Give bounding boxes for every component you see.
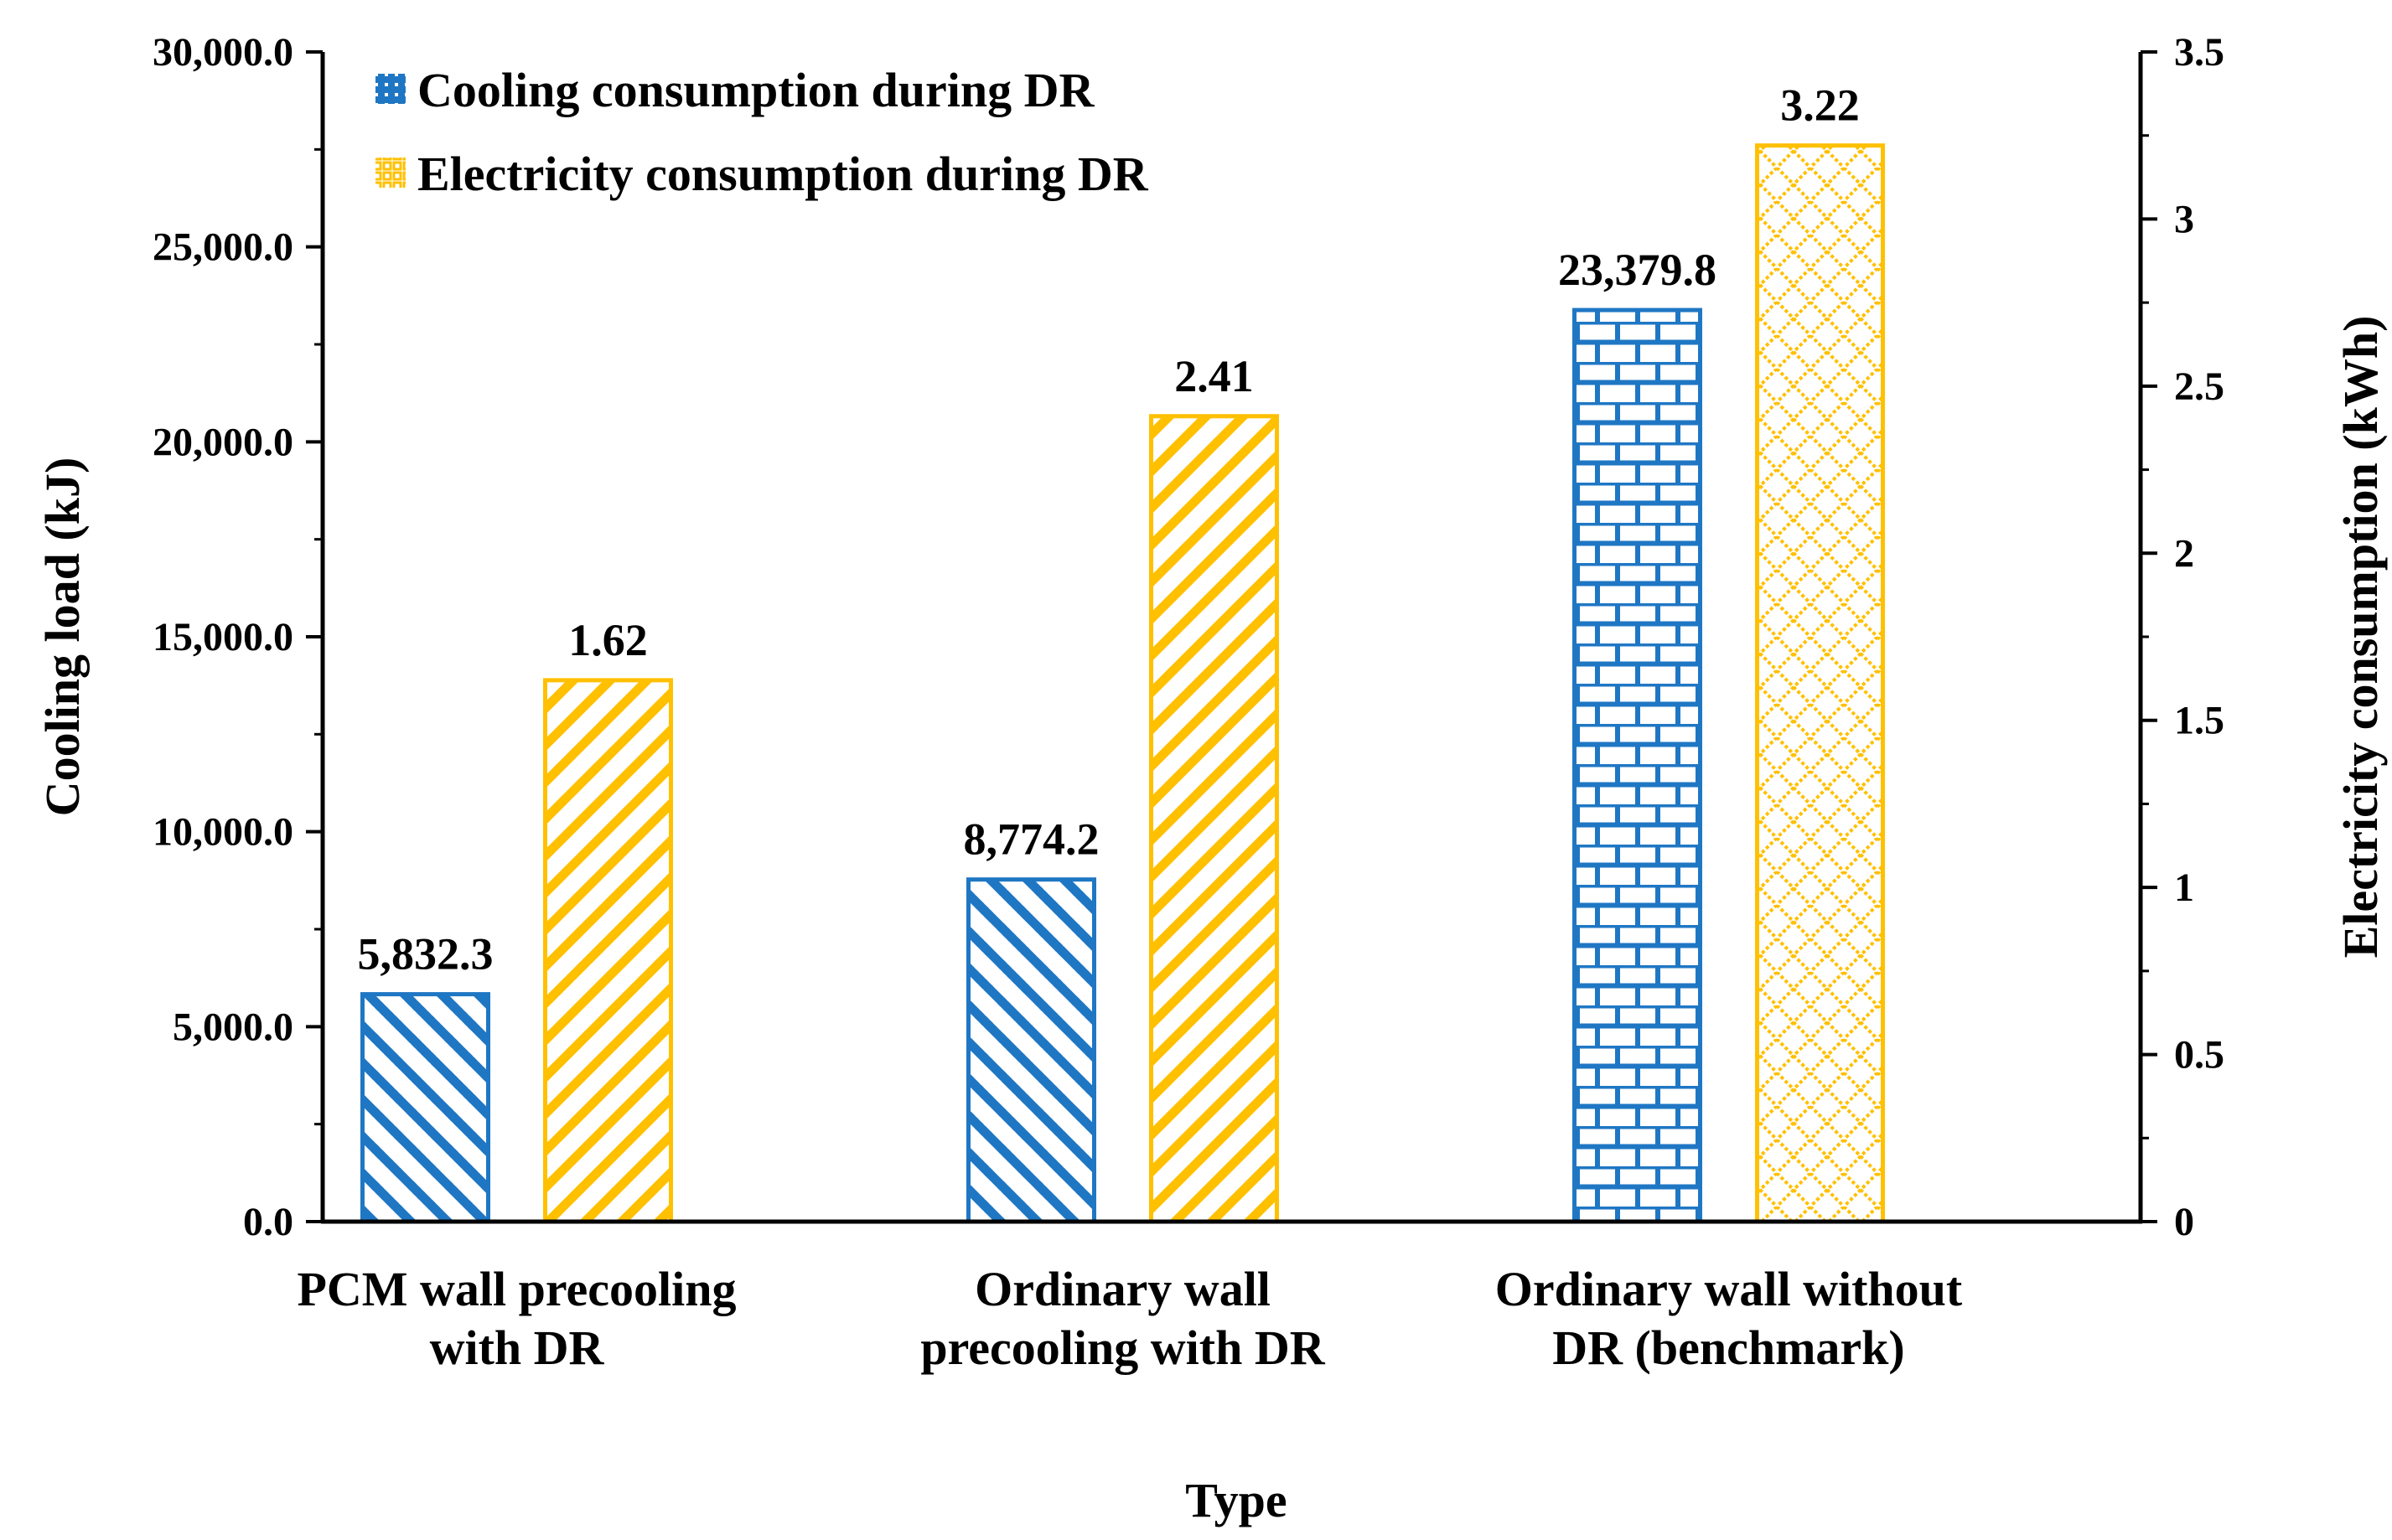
x-axis-title: Type <box>1185 1473 1287 1527</box>
right-tick-label: 1.5 <box>2174 699 2224 743</box>
bar-series-1-cat-2 <box>1755 143 1885 1224</box>
data-label-series-0-cat-2: 23,379.8 <box>1558 245 1716 295</box>
left-ticks: 0.0 5,000.0 10,000.0 15,000.0 20,000.0 25,000… <box>153 30 323 1244</box>
data-label-series-0-cat-1: 8,774.2 <box>964 814 1100 865</box>
right-tick-label: 3 <box>2174 197 2194 241</box>
bar-series-0-cat-1 <box>966 877 1096 1224</box>
data-labels: 5,832.3 8,774.2 23,379.8 1.62 2.41 3.22 <box>358 80 1860 979</box>
bar-series-0-cat-2 <box>1572 307 1702 1224</box>
right-tick-label: 2 <box>2174 531 2194 576</box>
left-tick-label: 10,000.0 <box>153 810 293 855</box>
left-tick-label: 0.0 <box>243 1200 293 1244</box>
data-label-series-0-cat-0: 5,832.3 <box>358 929 494 979</box>
category-label-2-line-0: Ordinary wall without <box>1495 1262 1963 1316</box>
category-label-0-line-0: PCM wall precooling <box>297 1262 736 1316</box>
right-tick-label: 1 <box>2174 866 2194 910</box>
data-label-series-1-cat-2: 3.22 <box>1780 80 1860 131</box>
right-tick-label: 0.5 <box>2174 1033 2224 1077</box>
legend-swatch-cooling <box>375 74 406 104</box>
bars <box>360 143 1885 1224</box>
bar-series-1-cat-1 <box>1149 414 1279 1224</box>
right-tick-label: 2.5 <box>2174 364 2224 409</box>
left-tick-label: 25,000.0 <box>153 225 293 270</box>
legend: Cooling consumption during DR Electricit… <box>375 63 1149 201</box>
category-label-1-line-0: Ordinary wall <box>975 1262 1271 1316</box>
left-tick-label: 15,000.0 <box>153 615 293 659</box>
bar-series-0-cat-0 <box>360 992 490 1224</box>
left-tick-label: 5,000.0 <box>173 1005 293 1049</box>
left-tick-label: 30,000.0 <box>153 30 293 75</box>
left-tick-label: 20,000.0 <box>153 420 293 464</box>
legend-swatch-electricity <box>375 158 406 188</box>
category-label-0-line-1: with DR <box>430 1320 605 1375</box>
data-label-series-1-cat-0: 1.62 <box>568 615 648 665</box>
y-axis-title: Cooling load (kJ) <box>35 457 90 817</box>
right-tick-label: 3.5 <box>2174 30 2224 75</box>
category-label-2-line-1: DR (benchmark) <box>1552 1320 1904 1375</box>
legend-label-cooling: Cooling consumption during DR <box>417 63 1095 117</box>
category-label-1-line-1: precooling with DR <box>920 1320 1325 1375</box>
right-ticks: 0 0.5 1 1.5 2 2.5 3 3.5 <box>2141 30 2224 1244</box>
data-label-series-1-cat-1: 2.41 <box>1174 351 1254 401</box>
y-axis-title-right: Electricity consumption (kWh) <box>2333 316 2388 959</box>
right-tick-label: 0 <box>2174 1200 2194 1244</box>
legend-label-electricity: Electricity consumption during DR <box>417 147 1149 201</box>
bar-series-1-cat-0 <box>543 678 673 1224</box>
